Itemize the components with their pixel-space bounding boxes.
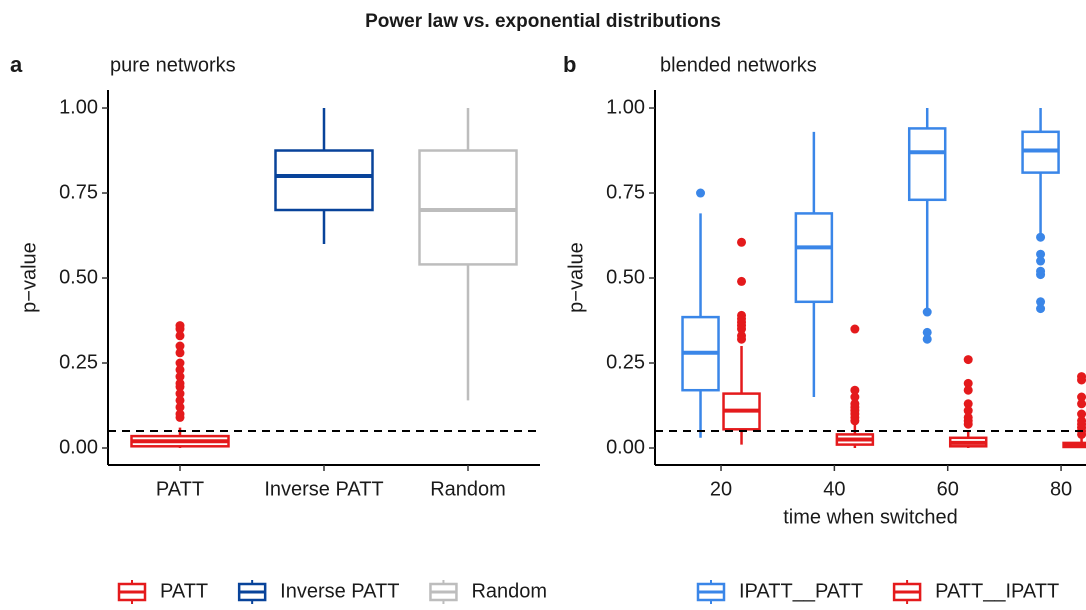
outlier: [175, 358, 185, 368]
outlier: [922, 334, 932, 344]
outlier: [175, 348, 185, 358]
outlier: [850, 324, 860, 334]
x-tick-label: 60: [937, 478, 959, 500]
outlier: [1036, 297, 1046, 307]
outlier: [963, 406, 973, 416]
outlier: [175, 412, 185, 422]
outlier: [737, 237, 747, 247]
outlier: [1077, 392, 1086, 402]
x-tick-label: 40: [823, 478, 845, 500]
outlier: [175, 365, 185, 375]
outlier: [175, 402, 185, 412]
outlier: [1036, 256, 1046, 266]
outlier: [737, 276, 747, 286]
panel-tag: a: [10, 52, 23, 77]
y-tick-label: 0.00: [606, 436, 645, 458]
outlier: [1036, 249, 1046, 259]
panel-tag: b: [563, 52, 576, 77]
outlier: [922, 327, 932, 337]
outlier: [1077, 399, 1086, 409]
x-tick-label: 20: [710, 478, 732, 500]
outlier: [1077, 429, 1086, 439]
y-tick-label: 0.00: [59, 436, 98, 458]
y-tick-label: 0.50: [59, 266, 98, 288]
outlier: [737, 334, 747, 344]
y-tick-label: 0.50: [606, 266, 645, 288]
box: [907, 127, 947, 202]
legend-label: Random: [471, 580, 547, 602]
legend-label: PATT: [160, 580, 208, 602]
outlier: [175, 341, 185, 351]
panel-subtitle: blended networks: [660, 54, 817, 76]
legend-label: Inverse PATT: [280, 580, 399, 602]
box: [274, 149, 374, 212]
outlier: [1077, 375, 1086, 385]
outlier: [922, 307, 932, 317]
outlier: [1036, 304, 1046, 314]
x-tick-label: 80: [1050, 478, 1072, 500]
outlier: [963, 419, 973, 429]
outlier: [175, 331, 185, 341]
outlier: [850, 385, 860, 395]
outlier: [963, 399, 973, 409]
y-tick-label: 1.00: [606, 96, 645, 118]
outlier: [1036, 270, 1046, 280]
box: [794, 212, 834, 304]
y-tick-label: 0.25: [59, 351, 98, 373]
outlier: [963, 355, 973, 365]
outlier: [696, 188, 706, 198]
legend-label: IPATT__PATT: [739, 580, 863, 602]
y-tick-label: 0.75: [606, 181, 645, 203]
x-tick-label: Inverse PATT: [264, 478, 383, 500]
outlier: [175, 389, 185, 399]
y-axis-label: p−value: [565, 242, 587, 313]
x-tick-label: Random: [430, 478, 506, 500]
x-tick-label: PATT: [156, 478, 204, 500]
panel-subtitle: pure networks: [110, 54, 236, 76]
y-tick-label: 1.00: [59, 96, 98, 118]
y-axis-label: p−value: [18, 242, 40, 313]
outlier: [850, 392, 860, 402]
figure-title: Power law vs. exponential distributions: [365, 11, 721, 32]
outlier: [175, 324, 185, 334]
outlier: [1036, 232, 1046, 242]
legend-label: PATT__IPATT: [935, 580, 1059, 602]
y-tick-label: 0.25: [606, 351, 645, 373]
y-tick-label: 0.75: [59, 181, 98, 203]
outlier: [737, 324, 747, 334]
outlier: [963, 378, 973, 388]
outlier: [963, 385, 973, 395]
outlier: [1077, 409, 1086, 419]
outlier: [175, 382, 185, 392]
box: [418, 149, 518, 266]
outlier: [175, 395, 185, 405]
x-axis-label: time when switched: [783, 506, 958, 528]
outlier: [850, 416, 860, 426]
outlier: [175, 372, 185, 382]
